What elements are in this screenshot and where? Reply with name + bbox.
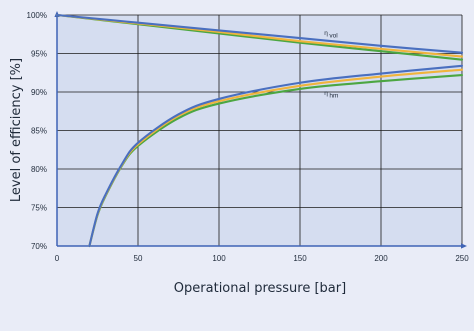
y-tick-label: 70% <box>31 242 47 251</box>
x-tick-label: 250 <box>455 254 469 263</box>
x-tick-label: 0 <box>55 254 60 263</box>
annotation-label: η vol <box>324 30 338 40</box>
x-axis-arrow <box>461 243 467 249</box>
series-lines <box>55 13 464 248</box>
series-line <box>55 13 464 54</box>
tick-labels: 0 50 100 150 200 250 70% 75% 80% 85% 90% 95% 100% <box>27 11 470 263</box>
series-line <box>88 64 464 248</box>
y-tick-label: 100% <box>27 11 47 20</box>
y-tick-label: 80% <box>31 165 47 174</box>
annotations: η vol η hm <box>324 30 338 100</box>
y-tick-label: 75% <box>31 204 47 213</box>
y-tick-label: 95% <box>31 50 47 59</box>
x-tick-label: 100 <box>212 254 226 263</box>
x-tick-label: 150 <box>293 254 307 263</box>
x-tick-label: 200 <box>374 254 388 263</box>
y-axis-title: Level of efficiency [%] <box>9 58 24 202</box>
y-tick-label: 85% <box>31 127 47 136</box>
x-tick-label: 50 <box>134 254 143 263</box>
annotation-label: η hm <box>324 90 338 100</box>
x-axis-title: Operational pressure [bar] <box>174 281 346 296</box>
y-tick-label: 90% <box>31 88 47 97</box>
